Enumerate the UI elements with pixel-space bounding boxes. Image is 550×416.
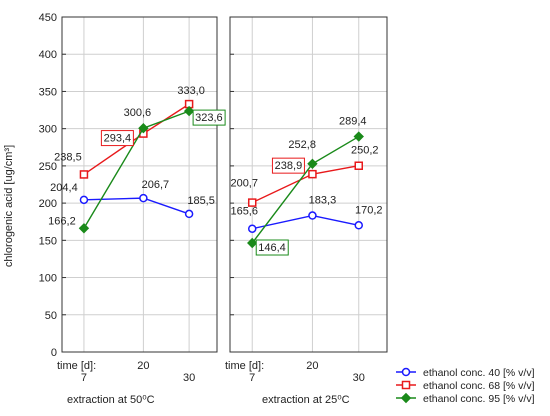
x-prefix-label: time [d]:	[225, 360, 264, 372]
data-label: 333,0	[177, 85, 205, 97]
point-marker	[308, 211, 317, 220]
legend-entry: ethanol conc. 68 [% v/v]	[423, 380, 535, 392]
data-label: 200,7	[230, 178, 258, 190]
data-label: 204,4	[50, 182, 78, 194]
point-marker	[401, 380, 411, 390]
data-label-box	[255, 239, 289, 256]
x-tick-label: 7	[249, 372, 255, 384]
x-tick-label: 20	[137, 360, 149, 372]
y-tick-label: 50	[45, 310, 57, 322]
data-label: 323,6	[195, 112, 223, 124]
data-label: 238,5	[54, 151, 82, 163]
data-label: 206,7	[142, 179, 170, 191]
legend-entry: ethanol conc. 40 [% v/v]	[423, 367, 535, 379]
data-labels: 204,4 206,7 185,5 238,5 293,4 333,0 166,2 300,6…	[48, 85, 383, 256]
point-marker	[307, 158, 318, 170]
point-marker	[353, 131, 364, 142]
x-tick-label: 20	[306, 360, 318, 372]
series-line	[251, 165, 359, 204]
y-tick-label: 200	[39, 198, 57, 210]
x-prefix-label: time [d]:	[57, 360, 96, 372]
data-label-box	[192, 109, 226, 126]
point-marker	[79, 195, 89, 205]
y-axis-title: chlorogenic acid [ug/cm³]	[3, 145, 15, 267]
data-label: 185,5	[187, 195, 215, 207]
panel-frame	[229, 16, 388, 353]
series-line	[251, 135, 360, 244]
data-label-box	[271, 157, 305, 174]
data-label: 252,8	[288, 139, 316, 151]
legend: ethanol conc. 40 [% v/v]ethanol conc. 68…	[396, 367, 535, 405]
x-tick-label: 30	[183, 372, 195, 384]
data-label: 238,9	[275, 160, 303, 172]
point-marker	[401, 367, 411, 377]
x-tick-label: 30	[353, 372, 365, 384]
point-marker	[354, 221, 363, 230]
data-label: 293,4	[104, 133, 132, 145]
point-marker	[354, 161, 363, 170]
legend-entry: ethanol conc. 95 [% v/v]	[423, 393, 535, 405]
data-label: 146,4	[258, 242, 286, 254]
y-tick-label: 150	[39, 235, 57, 247]
plot-frames	[61, 16, 388, 353]
x-tick-label: 7	[81, 372, 87, 384]
point-marker	[400, 392, 412, 404]
point-marker	[247, 237, 258, 249]
point-marker	[247, 224, 257, 233]
y-tick-label: 100	[39, 273, 57, 285]
y-tick-label: 300	[39, 124, 57, 136]
point-marker	[139, 193, 148, 203]
point-marker	[79, 170, 89, 179]
data-label: 289,4	[339, 116, 367, 128]
series	[78, 99, 364, 249]
data-label: 300,6	[124, 107, 152, 119]
point-marker	[183, 105, 195, 117]
point-marker	[138, 123, 149, 134]
data-label: 166,2	[48, 215, 76, 227]
panel-frame	[61, 16, 218, 353]
x-axis-title-left: extraction at 50⁰C	[67, 394, 155, 406]
data-label: 250,2	[351, 145, 379, 157]
point-marker	[308, 169, 317, 179]
y-tick-label: 450	[39, 12, 57, 24]
y-tick-label: 400	[39, 49, 57, 61]
data-label: 183,3	[309, 195, 337, 207]
point-marker	[184, 209, 194, 219]
x-axis-title-right: extraction at 25⁰C	[262, 394, 350, 406]
y-tick-label: 350	[39, 86, 57, 98]
point-marker	[247, 198, 257, 207]
data-label: 165,6	[230, 206, 258, 218]
y-tick-label: 0	[51, 347, 57, 359]
data-label-box	[100, 130, 134, 147]
y-tick-label: 250	[39, 161, 57, 173]
data-label: 170,2	[355, 204, 383, 216]
point-marker	[78, 223, 90, 234]
